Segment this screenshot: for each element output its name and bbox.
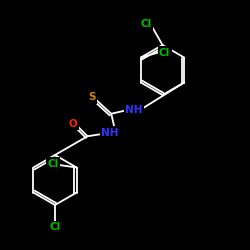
Text: O: O	[68, 119, 78, 129]
Text: Cl: Cl	[49, 222, 60, 232]
Text: Cl: Cl	[140, 19, 152, 29]
Text: Cl: Cl	[159, 48, 170, 58]
Text: NH: NH	[125, 105, 142, 115]
Text: NH: NH	[101, 128, 119, 138]
Text: Cl: Cl	[47, 159, 58, 169]
Text: S: S	[88, 92, 96, 102]
